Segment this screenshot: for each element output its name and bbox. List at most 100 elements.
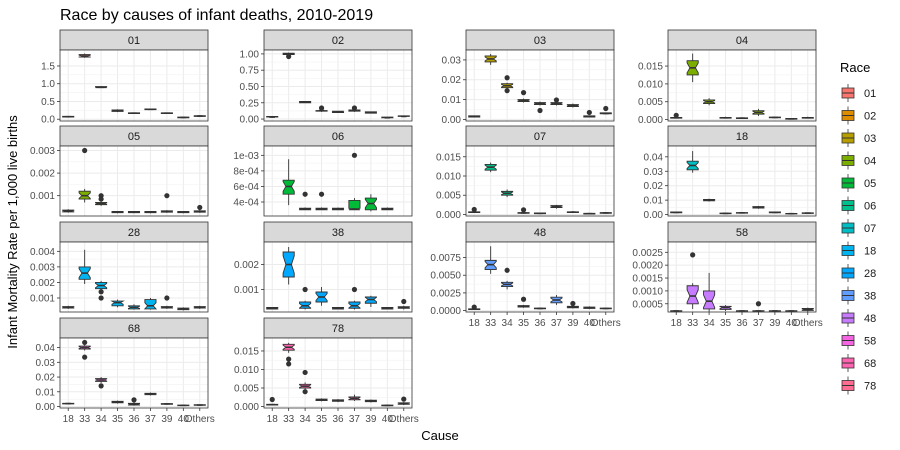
x-tick-label: 34 bbox=[502, 318, 514, 329]
box-35 bbox=[517, 207, 530, 214]
box-34 bbox=[703, 98, 716, 106]
outlier-point bbox=[286, 356, 292, 362]
outlier-point bbox=[673, 112, 679, 118]
box-40 bbox=[785, 212, 798, 215]
box-34 bbox=[95, 86, 108, 89]
box-37 bbox=[348, 394, 361, 401]
x-tick-label: Others bbox=[591, 318, 621, 329]
box-18 bbox=[670, 310, 683, 312]
x-tick-label: 36 bbox=[736, 318, 748, 329]
box-18 bbox=[670, 211, 683, 214]
box-Others bbox=[193, 404, 206, 406]
box-36 bbox=[331, 307, 345, 310]
panel-border bbox=[59, 145, 209, 217]
box-Others bbox=[397, 396, 410, 406]
legend-entry-label: 58 bbox=[864, 336, 876, 348]
outlier-point bbox=[98, 289, 104, 295]
box-18 bbox=[62, 209, 75, 213]
box-39 bbox=[160, 403, 173, 405]
panel-border bbox=[263, 49, 413, 122]
box-33 bbox=[78, 53, 91, 58]
box-34 bbox=[501, 267, 514, 290]
box-39 bbox=[364, 111, 377, 114]
box-39 bbox=[160, 295, 173, 309]
legend-entry-label: 18 bbox=[864, 246, 876, 258]
box-33 bbox=[282, 247, 295, 285]
outlier-point bbox=[570, 300, 576, 307]
legend-entry-48: 48 bbox=[841, 309, 876, 327]
box-36 bbox=[127, 112, 141, 114]
x-tick-label: 36 bbox=[332, 414, 344, 425]
y-tick-label: 0.0015 bbox=[632, 274, 663, 285]
panel-border bbox=[263, 241, 413, 313]
x-tick-label: Others bbox=[185, 414, 215, 425]
outlier-point bbox=[401, 298, 407, 305]
x-axis-label: Cause bbox=[421, 428, 459, 443]
facet-strip-label: 58 bbox=[736, 227, 748, 239]
outlier-point bbox=[318, 191, 325, 197]
box-37 bbox=[144, 108, 157, 111]
box-Others bbox=[193, 204, 206, 213]
legend-entry-label: 04 bbox=[864, 156, 876, 168]
box-Others bbox=[193, 305, 206, 309]
box-18 bbox=[266, 396, 279, 406]
box-35 bbox=[719, 116, 732, 119]
y-tick-label: 0.000 bbox=[436, 210, 461, 221]
legend-entry-label: 02 bbox=[864, 111, 876, 123]
panel-border bbox=[465, 49, 615, 122]
facet-panel-06: 06 4e-04 6e-04 8e-04 1e-03 bbox=[233, 125, 413, 217]
box-33 bbox=[484, 53, 497, 65]
box-body bbox=[686, 285, 699, 305]
y-tick-label: 0.004 bbox=[30, 247, 55, 258]
box-37 bbox=[550, 97, 563, 106]
outlier-point bbox=[520, 207, 527, 213]
box-18 bbox=[62, 115, 75, 118]
x-tick-label: Others bbox=[389, 414, 419, 425]
box-35 bbox=[111, 400, 124, 404]
box-39 bbox=[768, 116, 781, 119]
y-tick-label: 8e-04 bbox=[233, 166, 259, 177]
y-tick-label: 0.010 bbox=[436, 172, 461, 183]
outlier-point bbox=[302, 286, 308, 293]
box-34 bbox=[95, 280, 108, 301]
y-tick-label: 0.03 bbox=[442, 55, 462, 66]
facet-panel-38: 38 0.001 0.002 bbox=[234, 221, 413, 313]
box-39 bbox=[160, 193, 173, 213]
box-18 bbox=[468, 304, 481, 310]
box-36 bbox=[127, 211, 141, 214]
legend-entry-38: 38 bbox=[841, 286, 876, 305]
y-tick-label: 0.0 bbox=[41, 115, 55, 126]
box-36 bbox=[127, 397, 141, 406]
y-tick-label: 0.25 bbox=[240, 98, 260, 109]
box-37 bbox=[550, 204, 563, 209]
box-35 bbox=[315, 191, 328, 211]
y-axis-label: Infant Mortality Rate per 1,000 live bir… bbox=[5, 115, 20, 349]
box-body bbox=[703, 290, 716, 310]
panel-border bbox=[263, 145, 413, 217]
y-tick-label: 0.01 bbox=[644, 196, 664, 207]
x-tick-label: 33 bbox=[283, 414, 295, 425]
box-33 bbox=[78, 339, 91, 360]
outlier-point bbox=[286, 361, 292, 367]
outlier-point bbox=[537, 107, 543, 114]
outlier-point bbox=[164, 295, 170, 301]
y-tick-label: 0.003 bbox=[30, 146, 55, 157]
facet-panels: 01 0.0 0.5 1.0 1.5 02 0.00 0.25 0.50 0.75 1.00 03 0.… bbox=[30, 29, 823, 425]
panel-border bbox=[465, 145, 615, 217]
y-tick-label: 0.010 bbox=[638, 79, 663, 90]
y-tick-label: 0.0075 bbox=[430, 253, 461, 264]
outlier-point bbox=[82, 339, 88, 346]
legend-entry-07: 07 bbox=[841, 219, 876, 237]
outlier-point bbox=[603, 105, 609, 112]
y-tick-label: 0.015 bbox=[234, 346, 259, 357]
box-36 bbox=[533, 101, 547, 114]
x-tick-label: 37 bbox=[145, 414, 157, 425]
box-36 bbox=[127, 304, 141, 310]
box-37 bbox=[348, 105, 361, 112]
legend-entry-label: 48 bbox=[864, 313, 876, 325]
box-39 bbox=[364, 194, 377, 212]
outlier-point bbox=[82, 147, 88, 154]
x-tick-label: 40 bbox=[382, 414, 394, 425]
y-tick-label: 0.5 bbox=[41, 97, 55, 108]
y-tick-label: 0.002 bbox=[30, 169, 55, 180]
